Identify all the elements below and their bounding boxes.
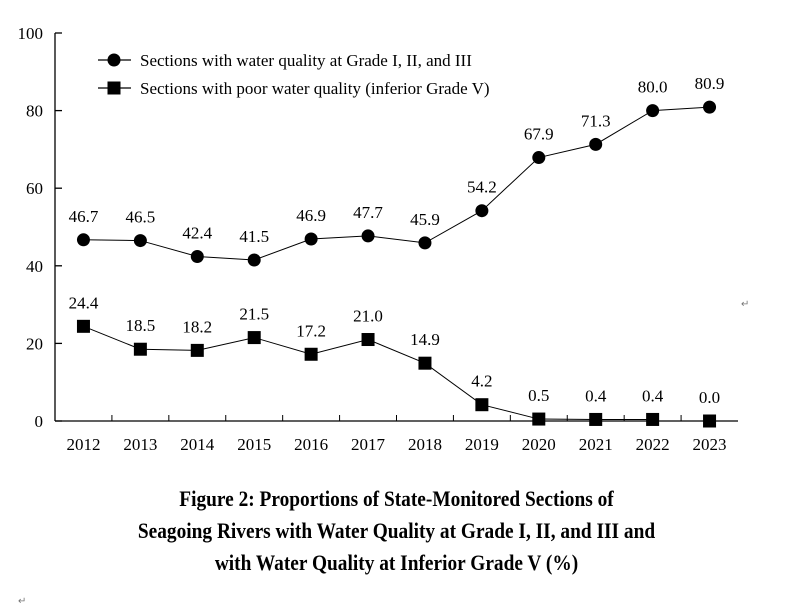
data-label: 46.5 <box>126 208 156 227</box>
data-point-circle <box>646 104 660 118</box>
x-tick-label: 2013 <box>123 435 157 454</box>
x-tick-label: 2018 <box>408 435 442 454</box>
data-label: 46.9 <box>296 206 326 225</box>
data-label: 80.9 <box>695 74 725 93</box>
data-label: 0.5 <box>528 386 549 405</box>
data-point-square <box>76 319 90 333</box>
series-line-1 <box>83 106 710 261</box>
data-point-square <box>475 398 489 412</box>
data-point-square <box>532 412 546 426</box>
data-point-square <box>703 414 717 428</box>
data-label: 46.7 <box>69 207 99 226</box>
data-label: 71.3 <box>581 111 611 130</box>
data-point-circle <box>247 253 261 267</box>
y-axis-ticks: 0 20 40 60 80 100 <box>18 24 62 431</box>
data-label: 4.2 <box>471 372 492 391</box>
caption-line-3: with Water Quality at Inferior Grade V (… <box>214 550 579 575</box>
y-tick-label: 80 <box>26 102 43 121</box>
data-point-circle <box>703 100 717 114</box>
y-tick-label: 60 <box>26 179 43 198</box>
x-tick-label: 2014 <box>180 435 215 454</box>
data-label: 47.7 <box>353 203 383 222</box>
data-label: 18.2 <box>182 317 212 336</box>
legend-square-marker-icon <box>107 81 121 95</box>
caption-line-2: Seagoing Rivers with Water Quality at Gr… <box>137 518 656 543</box>
series-markers <box>76 100 717 428</box>
paragraph-mark-icon: ↵ <box>18 596 27 607</box>
data-point-circle <box>76 233 90 247</box>
y-tick-label: 100 <box>18 24 44 43</box>
data-point-square <box>418 356 432 370</box>
data-label: 67.9 <box>524 125 554 144</box>
data-label: 0.0 <box>699 388 720 407</box>
figure-caption: Figure 2: Proportions of State-Monitored… <box>0 483 793 579</box>
x-tick-label: 2016 <box>294 435 328 454</box>
data-point-circle <box>418 236 432 250</box>
x-tick-label: 2021 <box>579 435 613 454</box>
data-point-square <box>646 412 660 426</box>
legend-label: Sections with water quality at Grade I, … <box>140 51 472 70</box>
x-tick-label: 2022 <box>636 435 670 454</box>
x-tick-label: 2012 <box>66 435 100 454</box>
data-label: 80.0 <box>638 78 668 97</box>
legend-item-inferior-grade-v: Sections with poor water quality (inferi… <box>98 79 490 98</box>
data-point-circle <box>532 151 546 165</box>
y-tick-label: 20 <box>26 334 43 353</box>
data-label: 18.5 <box>126 316 156 335</box>
legend: Sections with water quality at Grade I, … <box>98 51 490 98</box>
data-point-square <box>304 347 318 361</box>
data-label: 21.5 <box>239 305 269 324</box>
data-point-square <box>361 333 375 347</box>
data-label: 24.4 <box>69 293 99 312</box>
data-point-square <box>190 343 204 357</box>
data-point-circle <box>133 234 147 248</box>
x-tick-label: 2017 <box>351 435 386 454</box>
x-tick-label: 2023 <box>693 435 727 454</box>
data-point-square <box>589 412 603 426</box>
data-point-square <box>247 331 261 345</box>
data-point-circle <box>589 137 603 151</box>
legend-label: Sections with poor water quality (inferi… <box>140 79 490 98</box>
data-point-circle <box>304 232 318 246</box>
legend-item-grade-i-iii: Sections with water quality at Grade I, … <box>98 51 472 70</box>
y-tick-label: 0 <box>35 412 44 431</box>
y-tick-label: 40 <box>26 257 43 276</box>
data-point-square <box>133 342 147 356</box>
x-tick-label: 2019 <box>465 435 499 454</box>
data-label: 45.9 <box>410 210 440 229</box>
x-axis-ticks: 2012 2013 2014 2015 2016 2017 2018 2019 2020 2021… <box>66 415 727 454</box>
data-label: 42.4 <box>182 223 212 242</box>
data-label: 0.4 <box>585 386 607 405</box>
x-tick-label: 2015 <box>237 435 271 454</box>
legend-circle-marker-icon <box>107 53 121 67</box>
data-point-circle <box>190 249 204 263</box>
data-point-circle <box>475 204 489 218</box>
data-label: 14.9 <box>410 330 440 349</box>
data-label: 0.4 <box>642 386 664 405</box>
data-point-circle <box>361 229 375 243</box>
data-label: 41.5 <box>239 227 269 246</box>
data-label: 21.0 <box>353 307 383 326</box>
paragraph-mark-icon: ↵ <box>741 299 750 310</box>
data-label: 17.2 <box>296 321 326 340</box>
caption-line-1: Figure 2: Proportions of State-Monitored… <box>179 486 614 511</box>
x-tick-label: 2020 <box>522 435 556 454</box>
data-labels: 46.7 46.5 42.4 41.5 46.9 47.7 45.9 54.2 67.9 71.3… <box>69 74 725 407</box>
data-label: 54.2 <box>467 178 497 197</box>
series-lines <box>83 106 710 420</box>
